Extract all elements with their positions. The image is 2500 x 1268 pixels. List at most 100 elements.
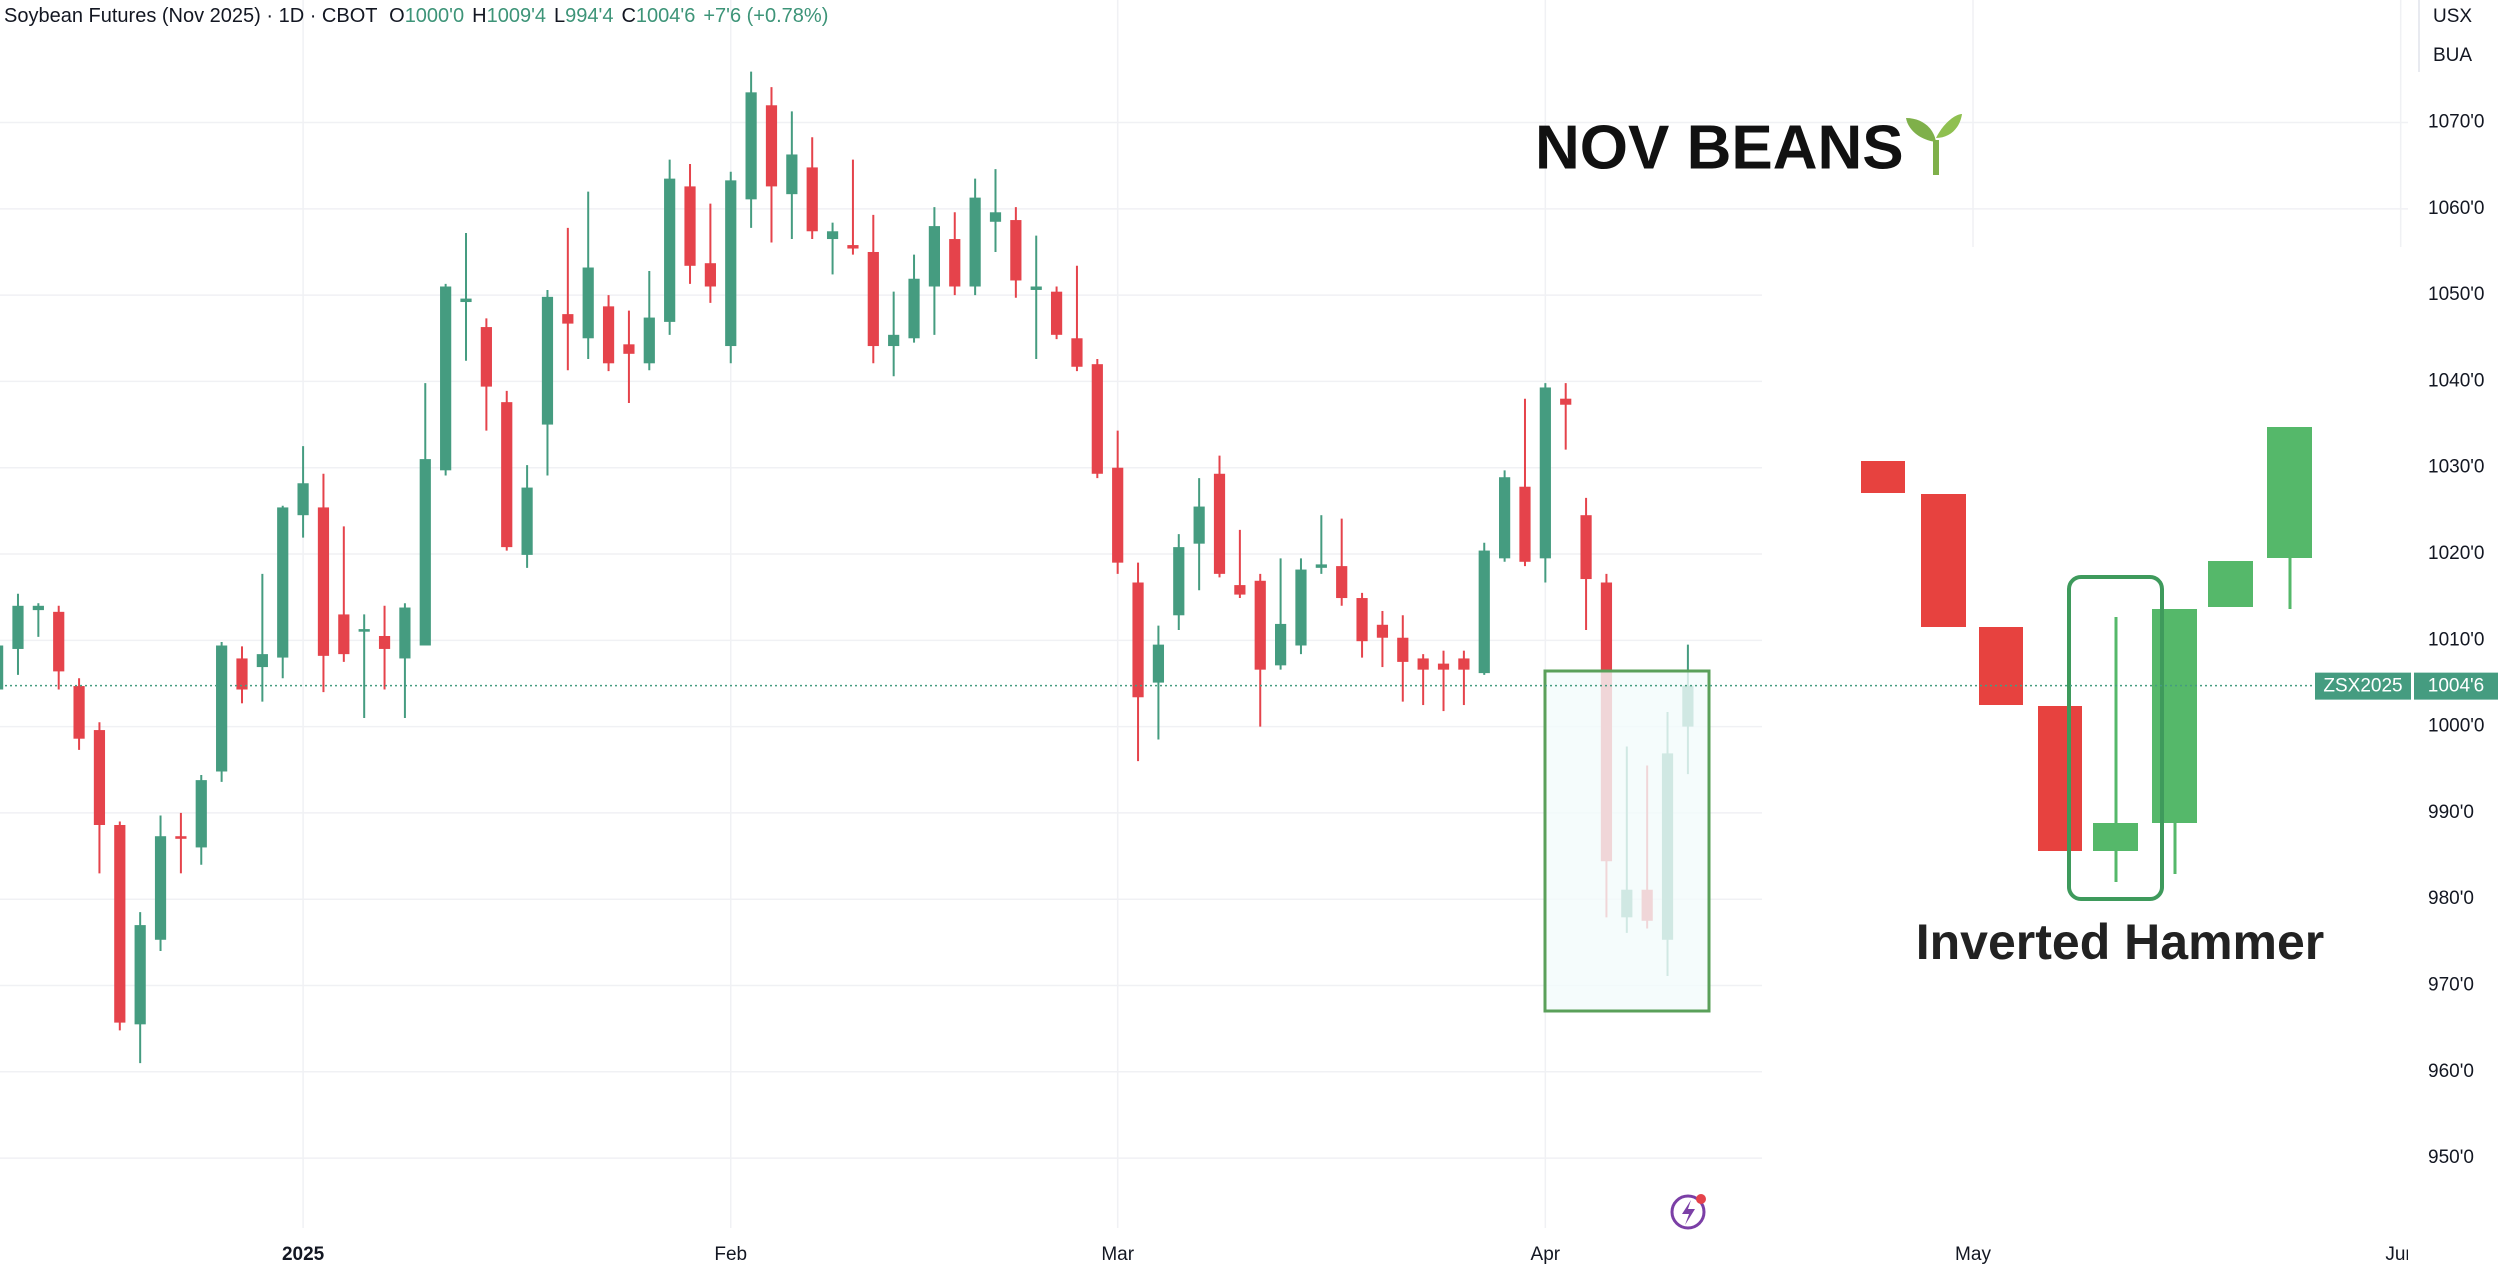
candle-body xyxy=(1437,663,1450,670)
pattern-outline xyxy=(2067,575,2164,901)
candle-body xyxy=(501,402,513,548)
candle-body xyxy=(704,263,716,287)
candle-body xyxy=(93,730,106,825)
inset-candle xyxy=(2152,609,2197,823)
candle-body xyxy=(480,327,492,387)
candle-body xyxy=(908,278,920,339)
candle-body xyxy=(1580,515,1592,580)
inset-candle xyxy=(1921,494,1966,627)
candle-body xyxy=(12,605,24,649)
ohlc-value: 1000'0 xyxy=(405,5,464,27)
ohlc-label: L xyxy=(554,5,565,27)
x-tick-label: Feb xyxy=(714,1244,747,1265)
candle-body xyxy=(175,836,187,839)
candle-body xyxy=(338,614,350,655)
pattern-label: Inverted Hammer xyxy=(1916,914,2325,970)
candle-body xyxy=(1030,286,1042,290)
candle-body xyxy=(1315,564,1327,568)
y-tick-label: 970'0 xyxy=(2428,975,2474,996)
candle-body xyxy=(969,197,981,287)
candle-body xyxy=(643,317,655,364)
ohlc-label: O xyxy=(389,5,405,27)
candle-body xyxy=(1213,473,1226,574)
candle-body xyxy=(664,178,676,322)
x-axis: 2025 Feb Mar Apr May Jun xyxy=(282,1244,2408,1265)
candle-body xyxy=(949,239,961,287)
candle-body xyxy=(786,154,798,195)
x-tick-label: 2025 xyxy=(282,1244,325,1265)
candle-body xyxy=(195,780,207,848)
y-tick-label: 960'0 xyxy=(2428,1061,2474,1082)
candle-body xyxy=(867,251,879,347)
candle-body xyxy=(1234,585,1246,595)
candle-body xyxy=(0,645,4,690)
candle-body xyxy=(1152,644,1165,683)
candle-body xyxy=(1336,566,1348,599)
y-tick-label: 1070'0 xyxy=(2428,112,2484,133)
inset-background xyxy=(1762,247,2408,1228)
candle-body xyxy=(1539,387,1551,559)
candle-body xyxy=(806,167,818,232)
symbol-label: ZSX2025 xyxy=(2323,676,2402,697)
candle-body xyxy=(297,483,309,516)
candle-body xyxy=(114,824,126,1023)
y-tick-label: 1050'0 xyxy=(2428,284,2484,305)
candle-body xyxy=(277,507,289,658)
symbol-title: Soybean Futures (Nov 2025) · 1D · CBOT xyxy=(4,5,377,27)
headline: NOV BEANS xyxy=(1535,113,1904,182)
candle-body xyxy=(216,645,228,772)
candle-body xyxy=(541,296,554,425)
candle-body xyxy=(399,607,411,659)
currency-badge[interactable]: BUA xyxy=(2433,45,2472,66)
x-tick-label: Apr xyxy=(1531,1244,1561,1265)
candle-body xyxy=(154,836,167,940)
change: +7'6 (+0.78%) xyxy=(703,5,828,27)
y-tick-label: 1060'0 xyxy=(2428,198,2484,219)
candle-body xyxy=(1478,550,1490,674)
candle-body xyxy=(1417,658,1429,670)
candle-body xyxy=(73,686,85,739)
inset-candle xyxy=(2038,706,2082,851)
inset-candle xyxy=(1861,461,1905,493)
currency-badge[interactable]: USX xyxy=(2433,6,2472,27)
candle-body xyxy=(725,180,737,347)
candle-body xyxy=(419,459,431,646)
candle-body xyxy=(1356,598,1368,642)
y-tick-label: 1020'0 xyxy=(2428,543,2484,564)
candle-body xyxy=(1275,623,1287,666)
candle-body xyxy=(826,231,839,240)
candle-body xyxy=(582,267,594,339)
y-tick-label: 1010'0 xyxy=(2428,629,2484,650)
candle-body xyxy=(1091,364,1103,474)
candle-body xyxy=(623,344,635,354)
last-price: ZSX2025 1004'6 xyxy=(0,672,2498,700)
y-tick-label: 950'0 xyxy=(2428,1147,2474,1168)
inset-candle xyxy=(2267,427,2312,558)
candle-body xyxy=(602,306,615,364)
candle-body xyxy=(440,286,452,471)
candle-body xyxy=(1254,580,1266,670)
candle-body xyxy=(1560,398,1572,405)
candle-body xyxy=(1112,467,1124,563)
candle-body xyxy=(1173,547,1185,616)
inset-candle xyxy=(2093,823,2138,851)
candle-body xyxy=(684,186,696,266)
inset-illustration: Inverted Hammer xyxy=(1861,427,2324,970)
ohlc-value: 1009'4 xyxy=(487,5,546,27)
alert-icon[interactable] xyxy=(1670,1194,1706,1230)
y-tick-label: 1000'0 xyxy=(2428,716,2484,737)
candle-body xyxy=(134,925,146,1025)
y-tick-label: 980'0 xyxy=(2428,888,2474,909)
ohlc-label: H xyxy=(472,5,486,27)
candle-body xyxy=(317,507,330,656)
price-badge xyxy=(2414,672,2498,700)
symbol-badge xyxy=(2315,672,2411,700)
candle-body xyxy=(1193,506,1205,544)
candle-body xyxy=(236,658,248,690)
candle-body xyxy=(358,629,370,632)
candle-body xyxy=(521,487,533,555)
price-label: 1004'6 xyxy=(2428,676,2484,697)
candle-body xyxy=(32,605,44,611)
candle-body xyxy=(847,245,859,249)
